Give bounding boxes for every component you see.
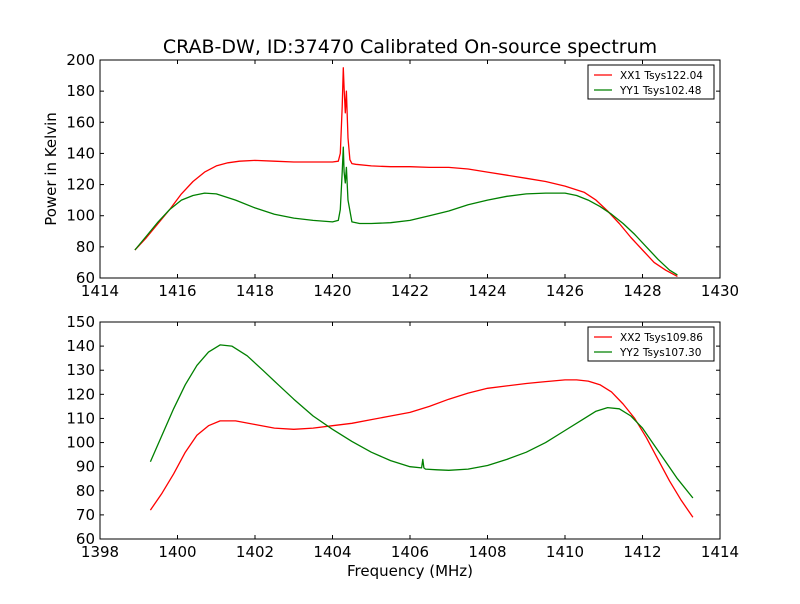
x-tick-label: 1416 [158,282,196,300]
y-tick-label: 80 [76,482,95,500]
legend-label: XX1 Tsys122.04 [620,70,703,82]
legend-label: YY2 Tsys107.30 [619,347,701,359]
x-tick-label: 1422 [391,282,429,300]
x-tick-label: 1430 [701,282,739,300]
x-tick-label: 1412 [623,543,661,561]
legend-label: YY1 Tsys102.48 [619,85,701,97]
figure-title: CRAB-DW, ID:37470 Calibrated On-source s… [163,36,657,58]
y-tick-label: 110 [66,409,95,427]
x-tick-label: 1424 [468,282,506,300]
plot-1: 1414 1416 1418 1420 1422 1424 1426 1428 1430 60 80… [42,51,739,300]
x-tick-label: 1404 [313,543,351,561]
y-tick-label: 80 [76,238,95,256]
x-tick-label: 1406 [391,543,429,561]
series-line-2-1 [149,379,694,518]
series-line-1-2 [134,146,678,276]
y-tick-label: 140 [66,144,95,162]
x-tick-label: 1414 [81,282,119,300]
y-axis-label-1: Power in Kelvin [42,112,60,226]
x-tick-label: 1408 [468,543,506,561]
y-tick-label: 100 [66,434,95,452]
y-tick-label: 90 [76,458,95,476]
x-tick-label: 1400 [158,543,196,561]
x-tick-label: 1420 [313,282,351,300]
y-tick-label: 70 [76,506,95,524]
y-tick-label: 60 [76,530,95,548]
x-tick-label: 1426 [546,282,584,300]
legend-box [587,64,715,100]
legend-box [587,326,715,362]
y-tick-label: 60 [76,269,95,287]
legend-2: XX2 Tsys109.86 YY2 Tsys107.30 [587,326,715,362]
y-tick-label: 160 [66,113,95,131]
y-tick-label: 150 [66,313,95,331]
x-tick-label: 1428 [623,282,661,300]
x-tick-label: 1410 [546,543,584,561]
plot-2: 1398 1400 1402 1404 1406 1408 1410 1412 1414 60 70… [66,313,739,561]
y-tick-label: 130 [66,361,95,379]
x-tick-label: 1402 [236,543,274,561]
legend-label: XX2 Tsys109.86 [620,332,703,344]
y-tick-label: 180 [66,82,95,100]
legend-1: XX1 Tsys122.04 YY1 Tsys102.48 [587,64,715,100]
y-tick-label: 100 [66,207,95,225]
y-tick-label: 120 [66,385,95,403]
x-tick-label: 1414 [701,543,739,561]
y-tick-label: 140 [66,337,95,355]
x-axis-label: Frequency (MHz) [347,562,473,580]
x-tick-label: 1418 [236,282,274,300]
series-line-2-2 [149,344,694,499]
x-tick-label: 1398 [81,543,119,561]
y-tick-label: 120 [66,176,95,194]
y-tick-label: 200 [66,51,95,69]
series-line-1-1 [134,67,678,277]
